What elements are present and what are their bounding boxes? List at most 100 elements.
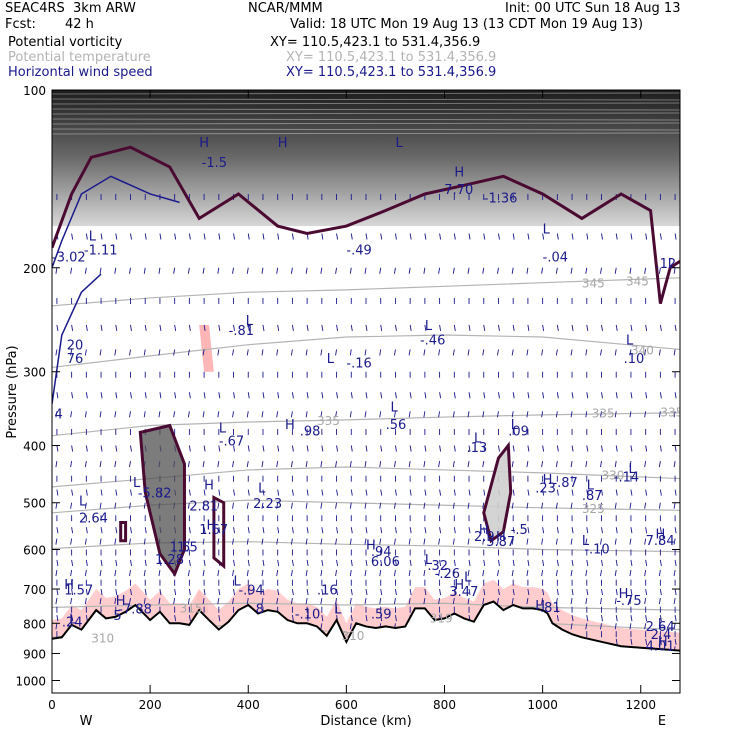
hl-marker: L bbox=[425, 319, 433, 334]
wind-speed-label: 1.28 bbox=[155, 553, 184, 568]
hl-marker: H bbox=[496, 530, 506, 545]
hl-marker: L bbox=[79, 494, 87, 509]
y-tick-label: 1000 bbox=[15, 674, 46, 688]
wind-speed-label: .98 bbox=[300, 425, 321, 440]
wind-speed-label: .94 bbox=[371, 545, 392, 560]
wind-speed-label: -.04 bbox=[543, 250, 568, 265]
isentrope-label: 319 bbox=[430, 611, 453, 625]
hl-marker: H bbox=[658, 635, 668, 650]
wind-speed-label: 2.64 bbox=[79, 511, 108, 526]
pv-shade-region-0 bbox=[199, 324, 214, 372]
field-xy-pv: XY= 110.5,423.1 to 531.4,356.9 bbox=[270, 35, 481, 50]
pv-contour-2 bbox=[212, 495, 226, 570]
isentrope-label: 335 bbox=[317, 414, 340, 428]
pv-contours bbox=[52, 145, 680, 578]
x-tick-label: 1000 bbox=[527, 698, 558, 712]
field-xy-wind: XY= 110.5,423.1 to 531.4,356.9 bbox=[286, 65, 497, 80]
wind-speed-label: .59 bbox=[371, 607, 392, 622]
wind-vectors bbox=[55, 193, 677, 653]
x-tick-label: 200 bbox=[139, 698, 162, 712]
wind-speed-label: 2.4 bbox=[651, 628, 672, 643]
wind-speed-label: -.5 bbox=[511, 523, 528, 538]
isentrope-label: 335 bbox=[592, 407, 615, 421]
pv-contour-3 bbox=[119, 520, 128, 543]
hl-marker: H bbox=[655, 528, 665, 543]
plot-frame bbox=[51, 89, 681, 694]
hl-marker: H bbox=[454, 165, 464, 180]
hl-marker: H bbox=[64, 578, 74, 593]
wind-speed-label: 4.01 bbox=[646, 640, 675, 655]
wind-speed-label: 2.81 bbox=[189, 499, 218, 514]
wind-speed-label: 2.23 bbox=[253, 497, 282, 512]
isentrope-label: 310 bbox=[91, 631, 114, 645]
center-label: NCAR/MMM bbox=[248, 1, 323, 16]
wind-speed-label: 76 bbox=[67, 352, 84, 367]
y-tick-label: 900 bbox=[23, 647, 46, 661]
hl-marker: L bbox=[133, 476, 141, 491]
y-tick-label: 500 bbox=[23, 497, 46, 511]
hl-marker: L bbox=[626, 334, 634, 349]
wind-speed-label: .24 bbox=[62, 615, 83, 630]
stratosphere-pv-shading bbox=[52, 90, 680, 227]
field-name-pv: Potential vorticity bbox=[8, 35, 123, 50]
hl-marker: L bbox=[582, 534, 590, 549]
wind-speed-label: .13 bbox=[467, 441, 488, 456]
hl-marker: H bbox=[199, 136, 209, 151]
wind-speed-label: 5 bbox=[113, 609, 121, 624]
hl-marker: H bbox=[479, 523, 489, 538]
wind-speed-label: -1.11 bbox=[84, 244, 118, 259]
wind-speed-label: 5.87 bbox=[486, 535, 515, 550]
wind-speed-label: 3.47 bbox=[449, 585, 478, 600]
x-tick-label: 1200 bbox=[625, 698, 656, 712]
wind-speed-label: -.75 bbox=[616, 594, 641, 609]
isotach-contour bbox=[52, 175, 180, 269]
hl-marker: L bbox=[511, 418, 519, 433]
wind-speed-label: 20 bbox=[67, 338, 84, 353]
isentrope-315 bbox=[52, 602, 680, 611]
hl-marker: L bbox=[668, 257, 676, 272]
hl-marker: H bbox=[366, 538, 376, 553]
wind-speed-label: -5.82 bbox=[138, 487, 172, 502]
isentrope-label: 310 bbox=[341, 629, 364, 643]
wind-speed-label: .87 bbox=[582, 489, 603, 504]
isentrope-label: 315 bbox=[180, 601, 203, 615]
field-xy-theta: XY= 110.5,423.1 to 531.4,356.9 bbox=[286, 50, 497, 65]
hl-marker: L bbox=[391, 400, 399, 415]
wind-speed-label: -7.88 bbox=[118, 602, 152, 617]
y-tick-label: 800 bbox=[23, 617, 46, 631]
hl-marker: L bbox=[219, 421, 227, 436]
wind-speed-label: 1.57 bbox=[64, 583, 93, 598]
valid-label: Valid: 18 UTC Mon 19 Aug 13 (13 CDT Mon … bbox=[290, 17, 644, 32]
field-name-theta: Potential temperature bbox=[8, 50, 151, 65]
wind-speed-label: -.26 bbox=[435, 567, 460, 582]
hl-marker: L bbox=[258, 481, 266, 496]
tropopause-pv-contour bbox=[52, 145, 680, 304]
isentrope-label: 340 bbox=[631, 343, 654, 357]
fcst-value: 42 h bbox=[65, 17, 94, 32]
hl-marker: H bbox=[116, 594, 126, 609]
wind-speed-label: -.94 bbox=[238, 583, 263, 598]
wind-speed-label: .10 bbox=[624, 352, 645, 367]
isentrope-label: 330 bbox=[602, 469, 625, 483]
wind-speed-label: -.67 bbox=[219, 435, 244, 450]
isentrope-label: 335 bbox=[660, 405, 683, 419]
hl-marker: L bbox=[89, 230, 97, 245]
x-tick-label: 600 bbox=[335, 698, 358, 712]
hl-marker: L bbox=[587, 479, 595, 494]
x-axis-title: Distance (km) bbox=[320, 714, 411, 729]
hl-marker: L bbox=[395, 136, 403, 151]
hl-marker: L bbox=[69, 612, 77, 627]
wind-speed-label: -.81 bbox=[535, 601, 560, 616]
wind-speed-label: -7.70 bbox=[440, 183, 474, 198]
y-tick-label: 200 bbox=[23, 262, 46, 276]
hl-marker: H bbox=[454, 578, 464, 593]
hl-marker: H bbox=[204, 479, 214, 494]
hl-marker: L bbox=[234, 574, 242, 589]
isentrope-label: 345 bbox=[582, 277, 605, 291]
pv-contour-0 bbox=[138, 423, 186, 578]
wind-speed-label: 2.64 bbox=[646, 620, 675, 635]
y-tick-label: 600 bbox=[23, 543, 46, 557]
y-axis-title: Pressure (hPa) bbox=[5, 345, 20, 438]
hl-marker: L bbox=[658, 617, 666, 632]
